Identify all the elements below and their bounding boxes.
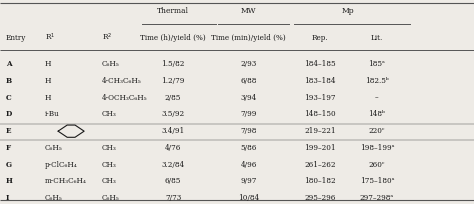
Text: CH₃: CH₃ [102,144,117,152]
Text: C₆H₅: C₆H₅ [102,194,119,202]
Text: 148–150: 148–150 [304,110,336,119]
Text: 295–296: 295–296 [304,194,336,202]
Text: 4/96: 4/96 [241,161,257,169]
Text: 182.5ᵇ: 182.5ᵇ [365,77,389,85]
Text: MW: MW [241,7,256,15]
Text: 5/86: 5/86 [241,144,257,152]
Text: 7/99: 7/99 [241,110,257,119]
Text: I: I [6,194,9,202]
Text: 6/88: 6/88 [241,77,257,85]
Text: F: F [6,144,11,152]
Text: 3.2/84: 3.2/84 [162,161,184,169]
Text: Time (min)/yield (%): Time (min)/yield (%) [211,34,286,42]
Text: 10/84: 10/84 [238,194,259,202]
Text: 3.5/92: 3.5/92 [162,110,184,119]
Text: 4-CH₃C₆H₅: 4-CH₃C₆H₅ [102,77,142,85]
Text: R$^1$: R$^1$ [45,32,55,43]
Text: m-CH₃C₆H₄: m-CH₃C₆H₄ [45,177,87,185]
Text: i-Bu: i-Bu [45,110,60,119]
Text: 198–199ᵃ: 198–199ᵃ [360,144,394,152]
Text: C: C [6,94,11,102]
Text: 1.5/82: 1.5/82 [161,60,185,68]
Text: Thermal: Thermal [157,7,189,15]
Text: Time (h)/yield (%): Time (h)/yield (%) [140,34,206,42]
Text: 7/98: 7/98 [241,127,257,135]
Text: C₆H₅: C₆H₅ [45,144,63,152]
Text: CH₃: CH₃ [102,110,117,119]
Text: B: B [6,77,12,85]
Text: 261–262: 261–262 [304,161,336,169]
Text: A: A [6,60,11,68]
Text: Rep.: Rep. [311,34,328,42]
Text: Lit.: Lit. [371,34,383,42]
Text: 3.4/91: 3.4/91 [161,127,185,135]
Text: H: H [45,94,52,102]
Text: 3/94: 3/94 [241,94,257,102]
Text: 2/93: 2/93 [241,60,257,68]
Text: Entry: Entry [6,34,26,42]
Text: 175–180ᵃ: 175–180ᵃ [360,177,394,185]
Text: 4-OCH₃C₆H₅: 4-OCH₃C₆H₅ [102,94,147,102]
Text: G: G [6,161,12,169]
Text: –: – [375,94,379,102]
Text: C₆H₅: C₆H₅ [45,194,63,202]
Text: 6/85: 6/85 [165,177,181,185]
Text: 180–182: 180–182 [304,177,336,185]
Text: 2/85: 2/85 [165,94,181,102]
Text: CH₃: CH₃ [102,161,117,169]
Text: R$^2$: R$^2$ [102,32,112,43]
Text: 184–185: 184–185 [304,60,336,68]
Text: CH₃: CH₃ [102,177,117,185]
Text: 1.2/79: 1.2/79 [161,77,185,85]
Text: H: H [45,60,52,68]
Text: 220ᶜ: 220ᶜ [369,127,385,135]
Text: 183–184: 183–184 [304,77,336,85]
Text: 260ᶜ: 260ᶜ [369,161,385,169]
Text: 7/73: 7/73 [165,194,181,202]
Text: 148ᵇ: 148ᵇ [368,110,385,119]
Text: H: H [6,177,13,185]
Text: H: H [45,77,52,85]
Text: D: D [6,110,12,119]
Text: 193–197: 193–197 [304,94,336,102]
Text: C₆H₅: C₆H₅ [102,60,119,68]
Text: 9/97: 9/97 [241,177,257,185]
Text: 297–298ᵃ: 297–298ᵃ [360,194,394,202]
Text: 199–201: 199–201 [304,144,336,152]
Text: 4/76: 4/76 [165,144,181,152]
Text: p-ClC₆H₄: p-ClC₆H₄ [45,161,78,169]
Text: 185ᵃ: 185ᵃ [368,60,385,68]
Text: E: E [6,127,11,135]
Text: Mp: Mp [342,7,355,15]
Text: 219–221: 219–221 [304,127,336,135]
